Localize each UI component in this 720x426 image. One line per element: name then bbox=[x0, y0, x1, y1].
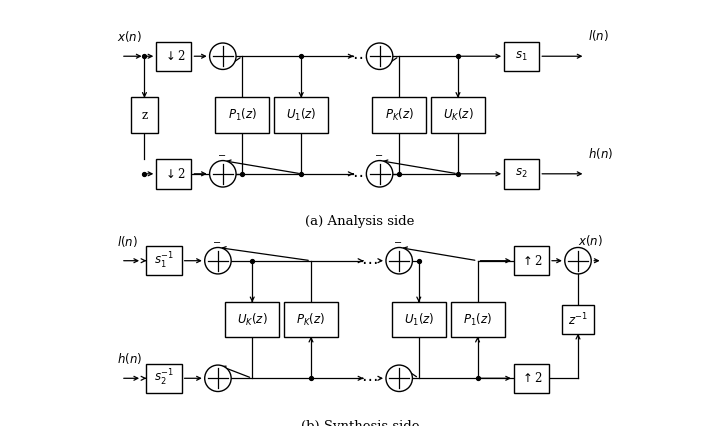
Text: $x(n)$: $x(n)$ bbox=[577, 233, 603, 248]
Text: $s_1^{-1}$: $s_1^{-1}$ bbox=[154, 250, 174, 271]
Text: $U_1(z)$: $U_1(z)$ bbox=[286, 107, 317, 123]
Text: $-$: $-$ bbox=[374, 149, 383, 159]
Text: $-$: $-$ bbox=[217, 149, 226, 159]
Circle shape bbox=[204, 365, 231, 391]
Bar bbox=[215, 98, 269, 132]
Bar bbox=[451, 302, 505, 337]
Text: $l(n)$: $l(n)$ bbox=[588, 28, 608, 43]
Bar bbox=[504, 159, 539, 188]
Bar bbox=[274, 98, 328, 132]
Text: $\cdots$: $\cdots$ bbox=[351, 165, 369, 183]
Text: $P_1(z)$: $P_1(z)$ bbox=[228, 107, 257, 123]
Text: $\cdots$: $\cdots$ bbox=[361, 369, 378, 387]
Text: $-$: $-$ bbox=[212, 236, 221, 246]
Text: $-$: $-$ bbox=[393, 236, 402, 246]
Bar bbox=[156, 41, 192, 71]
Circle shape bbox=[210, 161, 236, 187]
Circle shape bbox=[564, 248, 591, 274]
Bar bbox=[131, 98, 158, 132]
Circle shape bbox=[366, 43, 393, 69]
Bar bbox=[431, 98, 485, 132]
Text: $x(n)$: $x(n)$ bbox=[117, 29, 143, 44]
Text: $\uparrow$2: $\uparrow$2 bbox=[520, 254, 543, 268]
Text: (a) Analysis side: (a) Analysis side bbox=[305, 216, 415, 228]
Text: $s_2^{-1}$: $s_2^{-1}$ bbox=[154, 368, 174, 389]
Text: $\cdots$: $\cdots$ bbox=[351, 47, 369, 65]
Circle shape bbox=[204, 248, 231, 274]
Text: $s_2$: $s_2$ bbox=[516, 167, 528, 180]
Text: $U_K(z)$: $U_K(z)$ bbox=[443, 107, 473, 123]
Circle shape bbox=[386, 248, 413, 274]
Bar bbox=[146, 363, 181, 393]
Text: $U_1(z)$: $U_1(z)$ bbox=[403, 311, 434, 328]
Text: $s_1$: $s_1$ bbox=[516, 50, 528, 63]
Bar bbox=[514, 246, 549, 275]
Text: $\cdots$: $\cdots$ bbox=[361, 252, 378, 270]
Text: $\uparrow$2: $\uparrow$2 bbox=[520, 371, 543, 385]
Text: z: z bbox=[141, 109, 148, 121]
Text: $h(n)$: $h(n)$ bbox=[588, 146, 613, 161]
Bar bbox=[225, 302, 279, 337]
Text: $l(n)$: $l(n)$ bbox=[117, 233, 138, 249]
Text: $P_K(z)$: $P_K(z)$ bbox=[384, 107, 414, 123]
Bar bbox=[562, 305, 594, 334]
Bar bbox=[284, 302, 338, 337]
Bar bbox=[514, 363, 549, 393]
Text: $z^{-1}$: $z^{-1}$ bbox=[568, 311, 588, 328]
Circle shape bbox=[386, 365, 413, 391]
Text: $\downarrow$2: $\downarrow$2 bbox=[163, 167, 185, 181]
Text: $h(n)$: $h(n)$ bbox=[117, 351, 143, 366]
Text: $P_1(z)$: $P_1(z)$ bbox=[463, 311, 492, 328]
Bar bbox=[372, 98, 426, 132]
Circle shape bbox=[210, 43, 236, 69]
Bar bbox=[146, 246, 181, 275]
Text: $U_K(z)$: $U_K(z)$ bbox=[237, 311, 268, 328]
Text: $P_K(z)$: $P_K(z)$ bbox=[297, 311, 325, 328]
Bar bbox=[156, 159, 192, 188]
Text: (b) Synthesis side: (b) Synthesis side bbox=[301, 420, 419, 426]
Text: $\downarrow$2: $\downarrow$2 bbox=[163, 49, 185, 63]
Circle shape bbox=[366, 161, 393, 187]
Bar bbox=[504, 41, 539, 71]
Bar bbox=[392, 302, 446, 337]
